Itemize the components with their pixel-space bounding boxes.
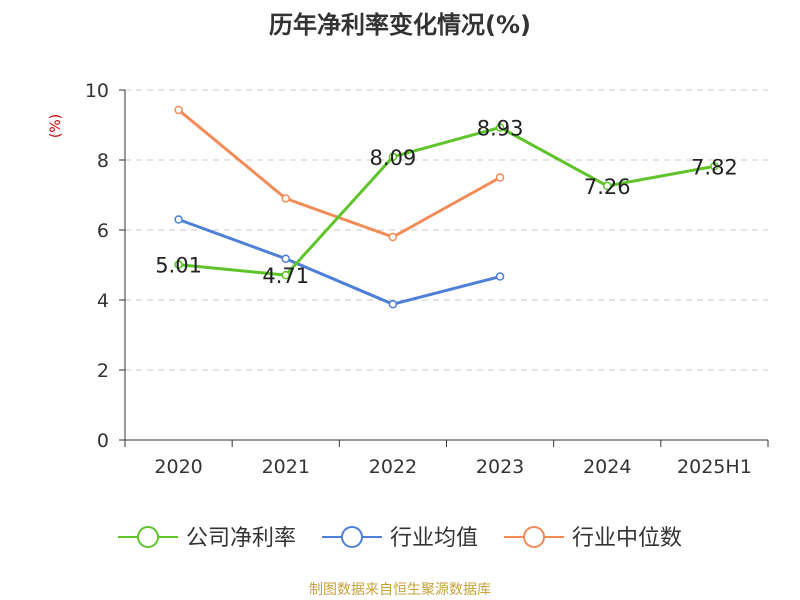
data-label: 8.09 <box>370 146 417 170</box>
axes: 0 2 4 6 8 10 2020 2021 2022 2023 2024 2025H1 <box>85 80 769 478</box>
legend-label: 行业中位数 <box>572 526 682 551</box>
data-point <box>174 215 183 224</box>
x-tick-label: 2024 <box>583 456 631 478</box>
data-point <box>281 270 290 280</box>
x-tick-label: 2023 <box>476 456 524 478</box>
data-point <box>388 232 398 242</box>
data-label: 4.71 <box>262 264 309 288</box>
series-0: 5.01 4.71 8.09 8.93 7.26 7.82 <box>155 116 738 288</box>
legend-item-2: 行业中位数 <box>504 526 682 551</box>
legend-item-0: 公司净利率 <box>118 526 296 551</box>
data-label: 8.93 <box>477 116 524 140</box>
data-point <box>603 181 612 191</box>
y-tick-label: 4 <box>97 290 109 312</box>
x-tick-label: 2022 <box>369 456 417 478</box>
x-tick-label: 2025H1 <box>677 456 752 478</box>
legend-marker <box>137 526 159 548</box>
data-point <box>388 152 398 162</box>
data-point <box>710 162 719 171</box>
data-label: 5.01 <box>155 254 202 278</box>
y-tick-label: 6 <box>97 220 109 242</box>
legend-marker <box>523 526 545 548</box>
data-point <box>495 123 505 132</box>
legend-label: 行业均值 <box>390 526 478 551</box>
series-2 <box>174 105 505 242</box>
series-layer: 5.01 4.71 8.09 8.93 7.26 7.82 <box>155 105 738 309</box>
y-tick-label: 8 <box>97 150 109 172</box>
y-tick-label: 10 <box>85 80 109 102</box>
legend-label: 公司净利率 <box>186 526 296 551</box>
x-tick-label: 2020 <box>154 456 202 478</box>
series-line <box>178 218 501 306</box>
legend-item-1: 行业均值 <box>322 526 478 551</box>
source-footer: 制图数据来自恒生聚源数据库 <box>309 582 491 598</box>
data-point <box>281 254 290 263</box>
data-point <box>388 299 398 309</box>
data-label: 7.82 <box>691 155 738 179</box>
series-line <box>178 125 715 277</box>
data-point <box>281 194 290 203</box>
series-1 <box>174 215 505 309</box>
legend: 公司净利率 行业均值 行业中位数 <box>118 526 682 551</box>
legend-marker <box>341 526 363 548</box>
data-point <box>495 173 505 182</box>
y-axis-label: (%) <box>48 114 64 138</box>
data-point <box>174 105 183 115</box>
data-label: 7.26 <box>584 175 631 199</box>
data-point <box>495 272 505 281</box>
chart-title: 历年净利率变化情况(%) <box>269 11 531 39</box>
data-point <box>174 260 183 269</box>
y-tick-label: 2 <box>97 360 109 382</box>
y-tick-label: 0 <box>97 430 109 452</box>
grid-lines <box>125 89 768 371</box>
x-tick-label: 2021 <box>262 456 310 478</box>
